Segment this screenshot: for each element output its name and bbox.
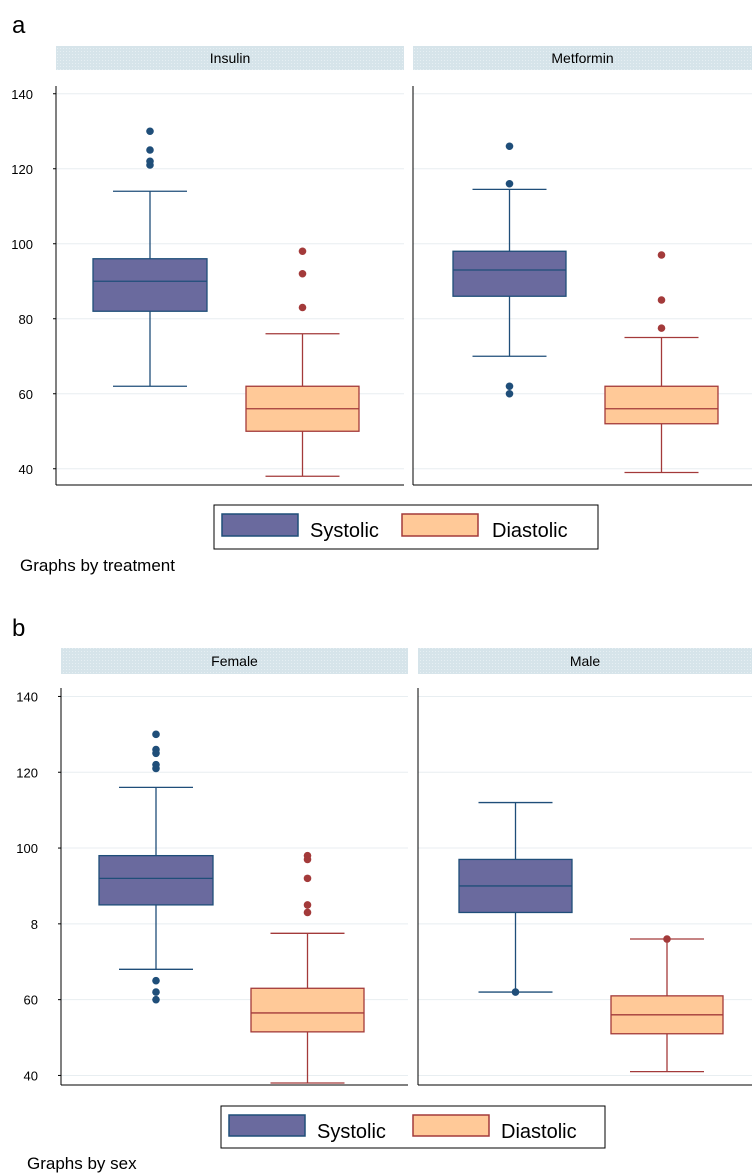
y-tick-label: 40 xyxy=(19,462,33,477)
facet-title: Metformin xyxy=(551,50,613,66)
diastolic-outlier-point xyxy=(298,269,307,278)
systolic-outlier-point xyxy=(505,142,514,151)
systolic-outlier-point xyxy=(152,988,160,996)
legend-swatch-systolic xyxy=(228,1114,306,1137)
systolic-outlier-point xyxy=(152,745,160,754)
diastolic-outlier-point xyxy=(298,247,307,256)
facet-title: Female xyxy=(211,653,258,669)
diastolic-outlier-point xyxy=(663,935,671,943)
facet-strip xyxy=(413,46,752,70)
panel-label: b xyxy=(12,615,25,642)
graph-note: Graphs by sex xyxy=(27,1154,137,1173)
panel-label: a xyxy=(12,12,26,39)
systolic-outlier-point xyxy=(152,730,160,739)
legend-label-diastolic: Diastolic xyxy=(492,520,568,542)
diastolic-outlier-point xyxy=(303,851,312,860)
systolic-outlier-point xyxy=(505,382,514,391)
diastolic-outlier-point xyxy=(657,324,666,332)
legend-swatch-systolic xyxy=(221,513,299,537)
legend-label-diastolic: Diastolic xyxy=(501,1121,577,1143)
y-tick-label: 120 xyxy=(11,162,33,177)
facet-title: Male xyxy=(570,653,601,669)
diastolic-box xyxy=(604,385,719,425)
y-tick-label: 8 xyxy=(31,917,38,932)
chart-panel-b: b Female Male 40 60 8 100 120 140 Systolic Diastol… xyxy=(12,615,752,1173)
facet-strip xyxy=(61,648,408,674)
y-tick-label: 100 xyxy=(11,237,33,252)
diastolic-outlier-point xyxy=(657,296,666,304)
systolic-outlier-point xyxy=(146,146,154,154)
y-tick-label: 60 xyxy=(24,993,38,1008)
y-tick-label: 140 xyxy=(16,689,38,704)
legend-label-systolic: Systolic xyxy=(317,1121,386,1143)
chart-panel-a: a Insulin Metformin 40 60 80 100 120 140 Systolic… xyxy=(11,12,752,575)
legend-swatch-diastolic xyxy=(412,1114,490,1137)
diastolic-box xyxy=(250,987,365,1033)
systolic-outlier-point xyxy=(505,389,514,398)
facet-title: Insulin xyxy=(210,50,250,66)
systolic-outlier-point xyxy=(511,988,520,996)
diastolic-outlier-point xyxy=(298,303,307,312)
legend-swatch-diastolic xyxy=(401,513,479,537)
y-tick-label: 120 xyxy=(16,765,38,780)
facet-strip xyxy=(418,648,752,674)
diastolic-outlier-point xyxy=(303,901,312,909)
systolic-outlier-point xyxy=(152,995,160,1004)
y-tick-label: 140 xyxy=(11,87,33,102)
facet-strip xyxy=(56,46,404,70)
y-tick-label: 80 xyxy=(19,312,33,327)
legend-label-systolic: Systolic xyxy=(310,520,379,542)
systolic-box xyxy=(98,854,214,906)
systolic-outlier-point xyxy=(146,127,154,136)
systolic-box xyxy=(452,250,567,297)
systolic-outlier-point xyxy=(152,976,160,985)
systolic-outlier-point xyxy=(146,157,154,166)
y-tick-label: 60 xyxy=(19,387,33,402)
diastolic-outlier-point xyxy=(657,251,666,259)
diastolic-outlier-point xyxy=(303,874,312,883)
y-tick-label: 100 xyxy=(16,841,38,856)
systolic-outlier-point xyxy=(152,760,160,769)
systolic-outlier-point xyxy=(505,179,514,188)
diastolic-outlier-point xyxy=(303,908,312,917)
y-tick-label: 40 xyxy=(24,1068,38,1083)
systolic-box xyxy=(92,258,208,312)
graph-note: Graphs by treatment xyxy=(20,556,175,575)
